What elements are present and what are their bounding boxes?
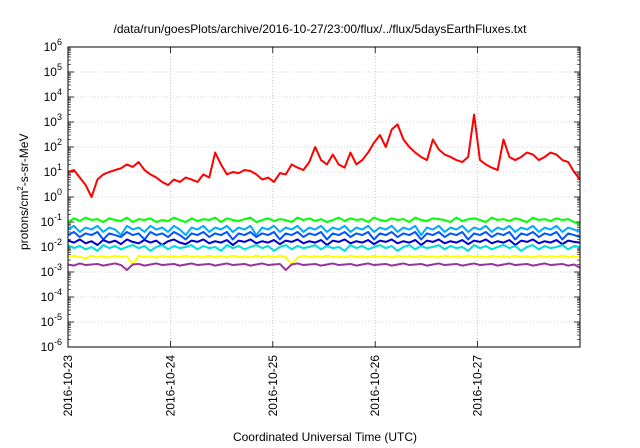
y-tick-label: 102 [44, 137, 62, 154]
y-tick-label-base: 10 [44, 115, 58, 129]
series-line-2 [67, 216, 581, 226]
y-tick-label: 10-3 [41, 262, 62, 279]
series-line-1 [67, 113, 581, 198]
y-tick-label-exponent: -4 [54, 287, 62, 297]
y-tick-label-base: 10 [44, 65, 58, 79]
series-line-4 [67, 230, 581, 241]
y-tick-label-exponent: 6 [57, 37, 62, 47]
y-tick-label-exponent: -3 [54, 262, 62, 272]
x-tick-label: 2016-10-25 [266, 355, 280, 417]
y-tick-label-exponent: 3 [57, 112, 62, 122]
y-tick-label-exponent: -2 [54, 237, 62, 247]
y-tick-label-base: 10 [41, 240, 55, 254]
series-line-3 [67, 224, 581, 237]
y-tick-label-base: 10 [44, 90, 58, 104]
y-tick-label-base: 10 [44, 190, 58, 204]
y-tick-label-exponent: 1 [57, 162, 62, 172]
y-tick-label: 100 [44, 187, 62, 204]
y-tick-label: 10-4 [41, 287, 62, 304]
y-tick-label-base: 10 [41, 290, 55, 304]
y-tick-label: 106 [44, 37, 62, 54]
x-tick-label: 2016-10-24 [163, 355, 177, 417]
y-tick-label-base: 10 [41, 265, 55, 279]
x-tick-label: 2016-10-26 [368, 355, 382, 417]
y-tick-label: 10-6 [41, 337, 62, 354]
plot-frame [67, 46, 581, 348]
series-line-6 [67, 244, 581, 252]
y-tick-label: 105 [44, 62, 62, 79]
y-tick-label-base: 10 [44, 165, 58, 179]
y-tick-label-base: 10 [44, 140, 58, 154]
x-axis-label: Coordinated Universal Time (UTC) [232, 430, 418, 444]
y-tick-label-base: 10 [41, 340, 55, 354]
series-line-8 [67, 262, 581, 272]
y-tick-label: 104 [44, 87, 62, 104]
y-tick-label-exponent: 0 [57, 187, 62, 197]
y-tick-label-base: 10 [41, 215, 55, 229]
y-tick-label-base: 10 [41, 315, 55, 329]
y-tick-label-exponent: 2 [57, 137, 62, 147]
series-line-5 [67, 238, 581, 247]
y-tick-label-exponent: -5 [54, 312, 62, 322]
y-tick-label: 10-1 [41, 212, 62, 229]
y-tick-label: 10-2 [41, 237, 62, 254]
y-tick-label-exponent: -1 [54, 212, 62, 222]
y-tick-label: 101 [44, 162, 62, 179]
y-tick-label-exponent: 5 [57, 62, 62, 72]
series-line-7 [67, 254, 581, 266]
x-tick-label: 2016-10-27 [471, 355, 485, 417]
y-tick-label-base: 10 [44, 40, 58, 54]
chart-title: /data/run/goesPlots/archive/2016-10-27/2… [113, 22, 527, 36]
y-tick-label-exponent: 4 [57, 87, 62, 97]
y-tick-label-exponent: -6 [54, 337, 62, 347]
y-tick-label: 10-5 [41, 312, 62, 329]
x-tick-label: 2016-10-23 [61, 355, 75, 417]
y-tick-label: 103 [44, 112, 62, 129]
